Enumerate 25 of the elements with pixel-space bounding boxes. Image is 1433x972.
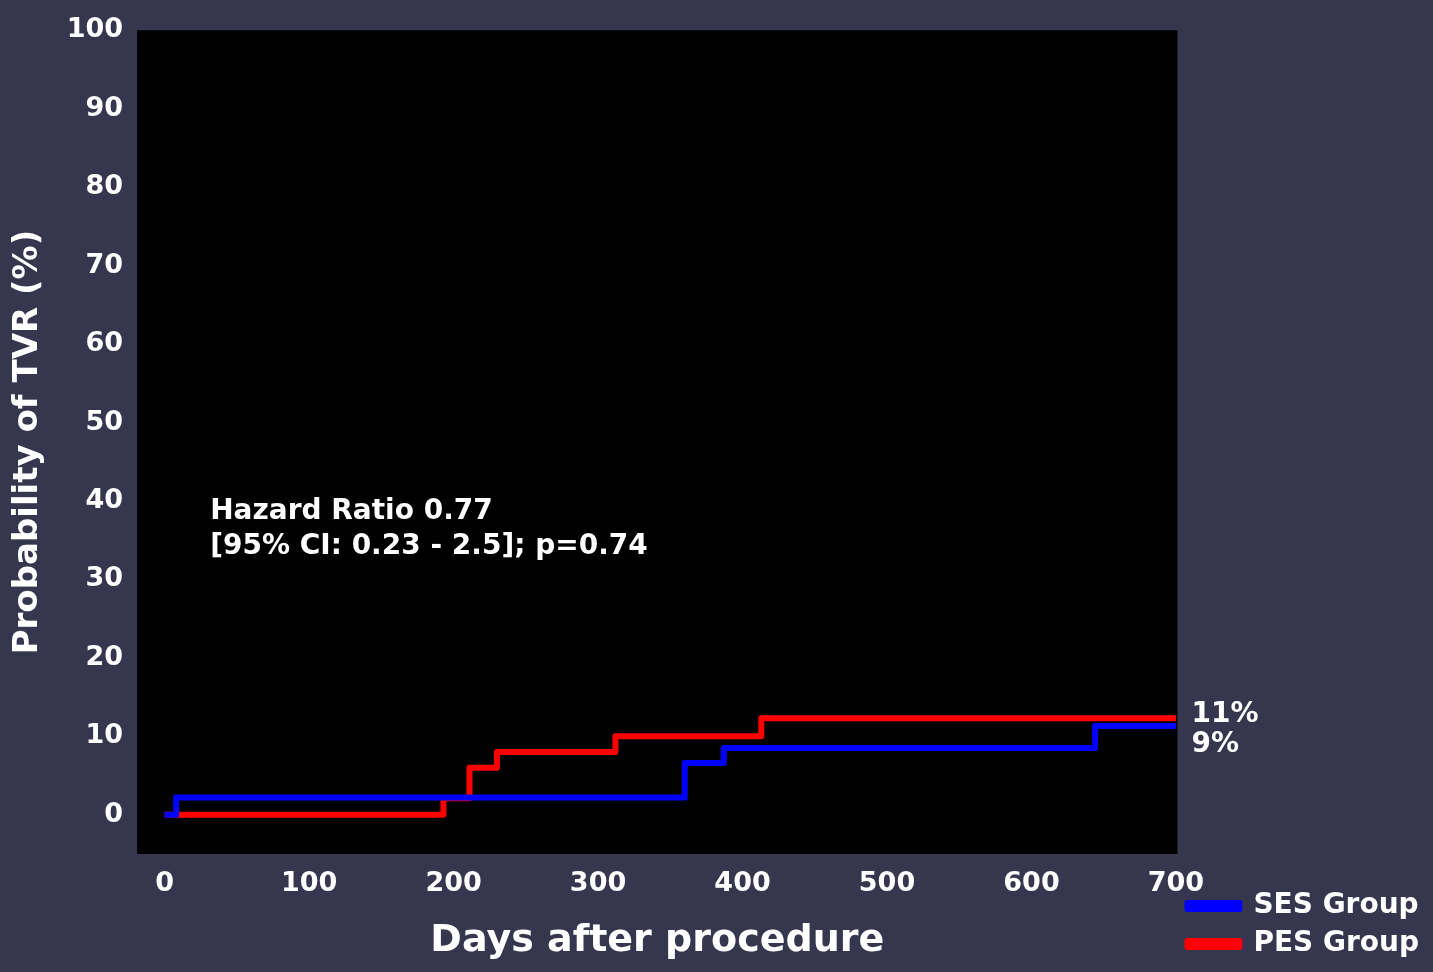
x-tick-label: 200	[425, 866, 482, 898]
annotation: [95% CI: 0.23 - 2.5]; p=0.74	[210, 528, 648, 562]
y-axis-title: Probability of TVR (%)	[5, 229, 46, 655]
y-tick-label: 10	[85, 718, 124, 750]
annotation: Hazard Ratio 0.77	[210, 493, 493, 527]
x-tick-label: 100	[280, 866, 338, 898]
legend-label: SES Group	[1253, 887, 1419, 921]
x-tick-label: 500	[858, 866, 916, 898]
x-axis-title: Days after procedure	[430, 916, 885, 961]
x-tick-label: 700	[1147, 866, 1205, 898]
y-tick-label: 0	[104, 796, 124, 828]
x-tick-label: 600	[1003, 866, 1060, 898]
y-tick-label: 50	[85, 404, 124, 436]
x-tick-label: 400	[714, 866, 771, 898]
legend-label: PES Group	[1253, 925, 1420, 959]
y-tick-label: 90	[85, 90, 124, 122]
y-tick-label: 60	[85, 326, 124, 358]
y-tick-label: 100	[66, 12, 124, 44]
x-tick-label: 0	[155, 866, 175, 898]
y-tick-label: 30	[85, 561, 124, 593]
x-tick-label: 300	[569, 866, 627, 898]
y-tick-label: 70	[85, 247, 124, 279]
y-tick-label: 40	[85, 482, 124, 514]
y-tick-label: 20	[85, 639, 124, 671]
y-tick-label: 80	[85, 169, 124, 201]
